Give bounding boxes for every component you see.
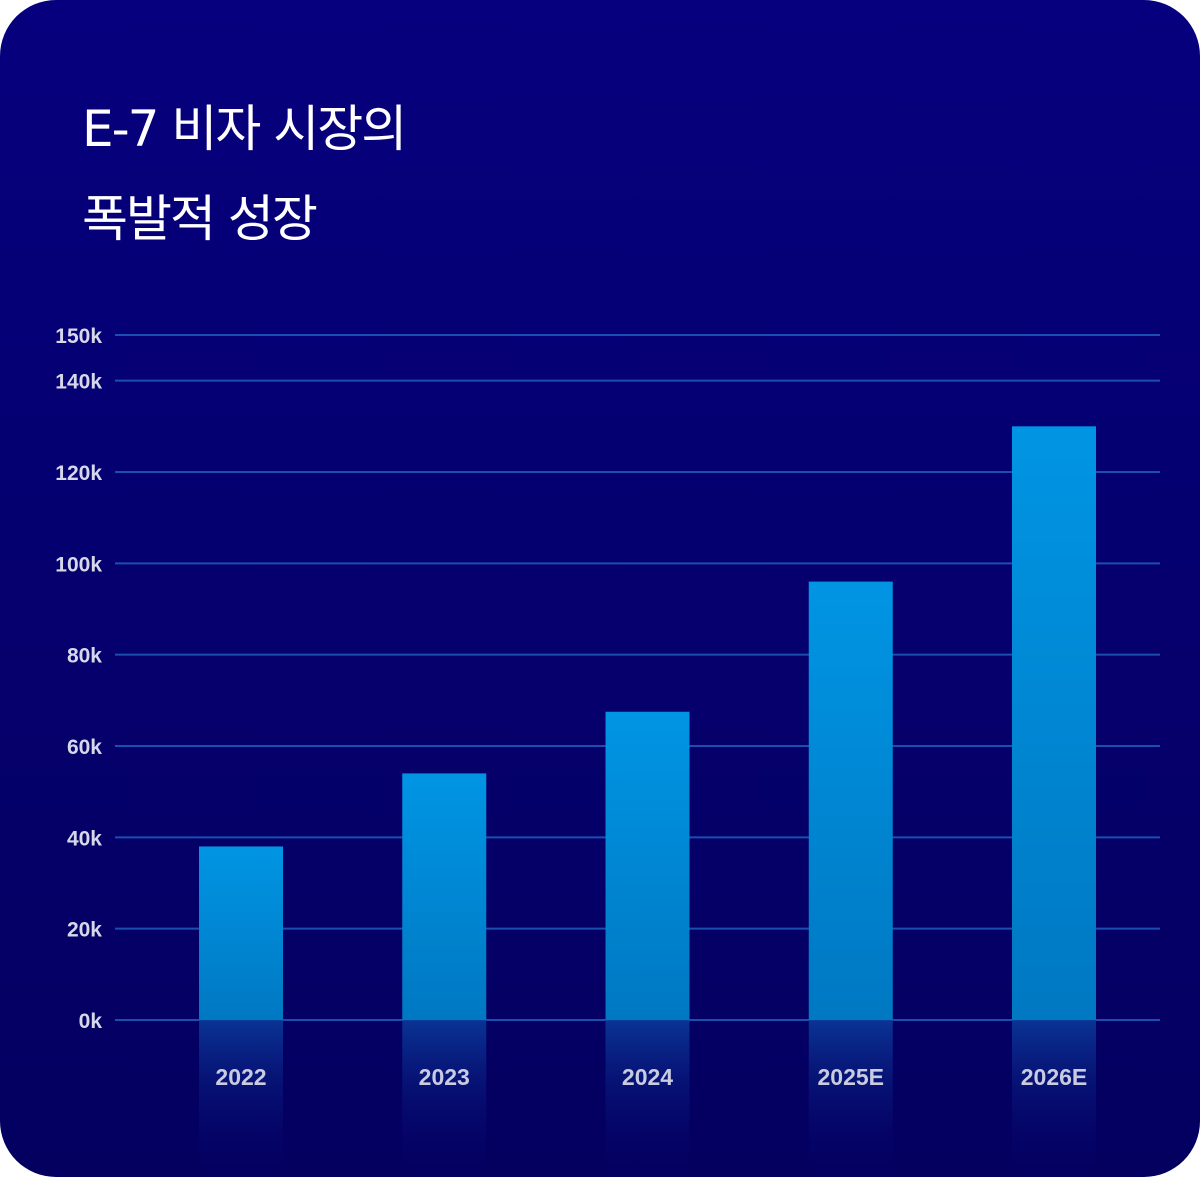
x-tick-label: 2022 [215,1064,266,1090]
bar-2025E [808,581,893,1020]
y-tick-label: 120k [55,462,102,485]
y-tick-label: 140k [55,371,102,394]
x-tick-label: 2025E [817,1064,884,1090]
x-axis-labels: 2022 2023 2024 2025E 2026E [215,1064,1087,1090]
y-tick-label: 80k [67,645,102,668]
bars [199,426,1096,1177]
y-tick-label: 60k [67,736,102,759]
chart-title: E-7 비자 시장의 폭발적 성장 [82,84,407,264]
bar-reflection [199,1020,283,1177]
bar-reflection [402,1020,487,1177]
y-tick-label: 100k [55,553,102,576]
bar-2023 [402,773,487,1020]
x-tick-label: 2026E [1021,1064,1088,1090]
y-axis-ticks: 0k 20k 40k 60k 80k 100k 120k 140k 150k [55,325,102,1033]
bar-2022 [199,846,283,1020]
x-tick-label: 2023 [419,1064,470,1090]
y-tick-label: 0k [79,1010,103,1033]
y-tick-label: 40k [67,827,102,850]
x-tick-label: 2024 [622,1064,673,1090]
y-tick-label: 20k [67,919,102,942]
bar-reflection [1012,1020,1096,1177]
title-line-1: E-7 비자 시장의 [82,100,407,158]
title-line-2: 폭발적 성장 [82,190,318,248]
bar-reflection [808,1020,893,1177]
bar-reflection [605,1020,690,1177]
bar-2024 [605,711,690,1020]
bar-2026E [1012,426,1096,1020]
y-tick-label: 150k [55,325,102,348]
